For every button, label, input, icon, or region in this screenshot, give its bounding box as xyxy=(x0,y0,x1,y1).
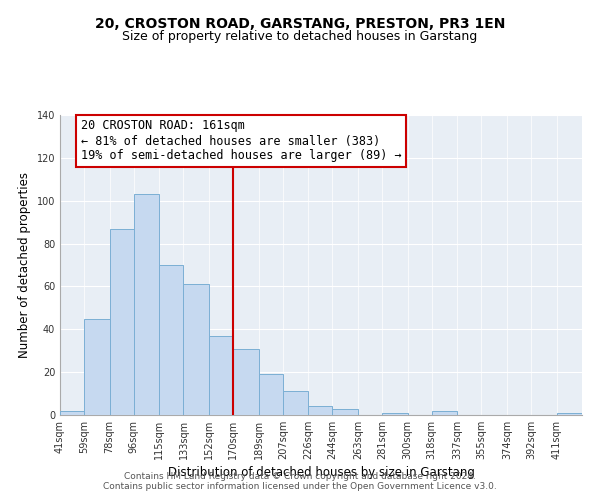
Bar xyxy=(432,410,457,415)
Bar xyxy=(382,413,407,415)
Bar xyxy=(283,392,308,415)
Bar xyxy=(134,194,160,415)
Bar xyxy=(332,408,358,415)
Bar xyxy=(184,284,209,415)
Bar xyxy=(233,348,259,415)
Text: 20 CROSTON ROAD: 161sqm
← 81% of detached houses are smaller (383)
19% of semi-d: 20 CROSTON ROAD: 161sqm ← 81% of detache… xyxy=(81,120,401,162)
Bar xyxy=(84,318,110,415)
Text: Size of property relative to detached houses in Garstang: Size of property relative to detached ho… xyxy=(122,30,478,43)
Text: Contains HM Land Registry data © Crown copyright and database right 2024.: Contains HM Land Registry data © Crown c… xyxy=(124,472,476,481)
X-axis label: Distribution of detached houses by size in Garstang: Distribution of detached houses by size … xyxy=(167,466,475,479)
Bar xyxy=(209,336,233,415)
Bar xyxy=(259,374,283,415)
Bar xyxy=(60,410,84,415)
Bar xyxy=(110,228,134,415)
Bar xyxy=(557,413,582,415)
Text: Contains public sector information licensed under the Open Government Licence v3: Contains public sector information licen… xyxy=(103,482,497,491)
Y-axis label: Number of detached properties: Number of detached properties xyxy=(18,172,31,358)
Bar xyxy=(308,406,332,415)
Text: 20, CROSTON ROAD, GARSTANG, PRESTON, PR3 1EN: 20, CROSTON ROAD, GARSTANG, PRESTON, PR3… xyxy=(95,18,505,32)
Bar xyxy=(160,265,184,415)
